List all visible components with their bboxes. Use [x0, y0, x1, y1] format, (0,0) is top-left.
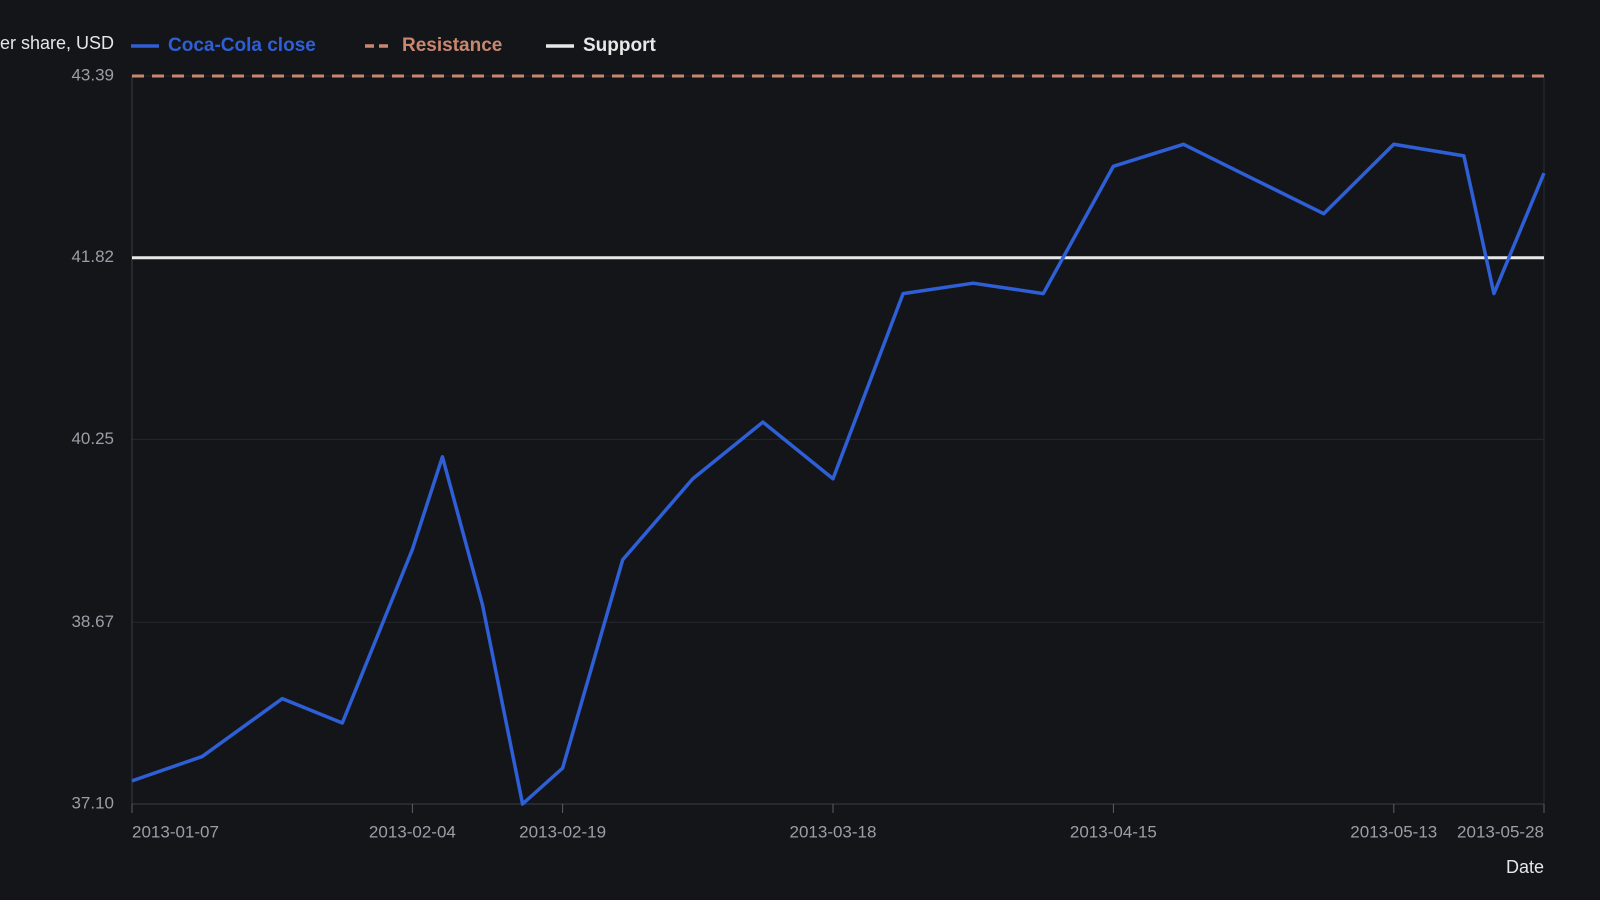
x-tick-label: 2013-03-18 [790, 822, 877, 841]
y-axis-label: Price per share, USD [0, 33, 114, 53]
y-tick-label: 40.25 [71, 429, 114, 448]
x-axis-label: Date [1506, 857, 1544, 877]
y-tick-label: 41.82 [71, 247, 114, 266]
x-tick-label: 2013-05-28 [1457, 822, 1544, 841]
y-tick-label: 43.39 [71, 65, 114, 84]
x-tick-label: 2013-01-07 [132, 822, 219, 841]
y-tick-label: 38.67 [71, 612, 114, 631]
legend-label: Resistance [402, 35, 502, 56]
legend-label: Support [583, 35, 656, 56]
y-tick-label: 37.10 [71, 793, 114, 812]
x-tick-label: 2013-05-13 [1350, 822, 1437, 841]
price-line [131, 142, 1546, 806]
x-tick-label: 2013-02-19 [519, 822, 606, 841]
legend-label: Coca-Cola close [168, 35, 316, 56]
x-tick-label: 2013-02-04 [369, 822, 456, 841]
x-tick-label: 2013-04-15 [1070, 822, 1157, 841]
